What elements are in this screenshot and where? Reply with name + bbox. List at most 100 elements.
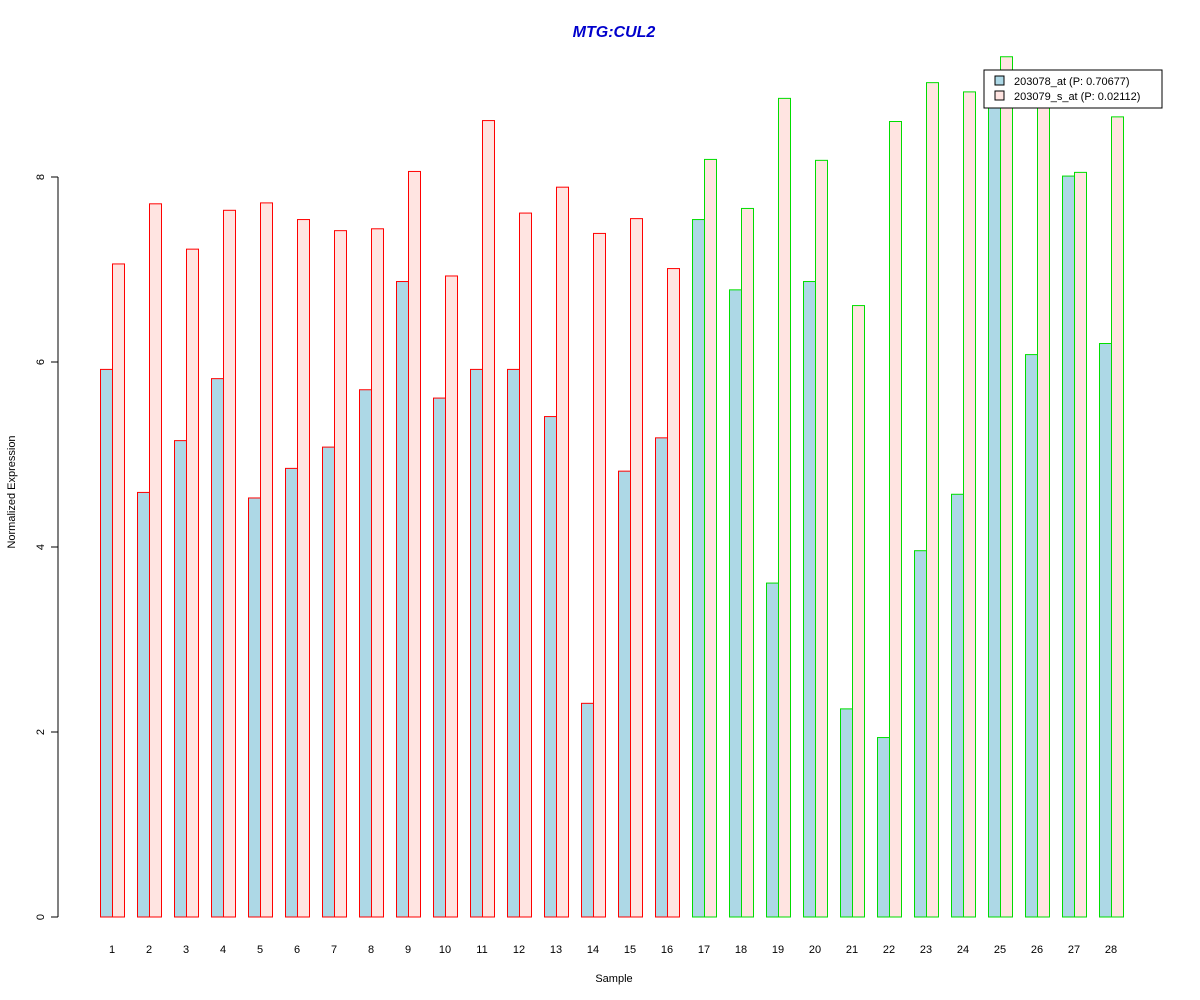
bar-series-1-sample-18 (729, 289, 742, 918)
x-tick-label: 22 (883, 944, 895, 956)
x-tick-labels: 1 2 3 4 5 6 7 8 9 10 11 12 13 14 15 16 17 18 19 20 21 22 23 24 2… (109, 944, 1117, 956)
x-tick-label: 14 (587, 944, 599, 956)
bar-series-1-sample-4 (211, 378, 224, 918)
y-tick-label: 6 (35, 359, 47, 365)
bar-series-1-sample-11 (470, 368, 483, 918)
x-tick-label: 24 (957, 944, 969, 956)
bar-series-2-sample-17 (704, 158, 717, 918)
x-tick-label: 28 (1105, 944, 1117, 956)
chart-title: MTG:CUL2 (573, 24, 656, 41)
bar-series-2-sample-16 (667, 268, 680, 918)
bar-series-1-sample-7 (322, 446, 335, 918)
legend-label-series-2: 203079_s_at (P: 0.02112) (1014, 91, 1140, 103)
bar-series-2-sample-9 (408, 170, 421, 918)
bar-series-1-sample-9 (396, 281, 409, 918)
bar-series-2-sample-28 (1111, 116, 1124, 918)
bar-series-2-sample-11 (482, 120, 495, 918)
y-axis: 0 2 4 6 8 (35, 174, 59, 920)
x-tick-label: 18 (735, 944, 747, 956)
y-tick-label: 4 (35, 544, 47, 550)
x-axis-label: Sample (595, 973, 632, 985)
x-tick-label: 12 (513, 944, 525, 956)
x-tick-label: 8 (368, 944, 374, 956)
x-tick-label: 23 (920, 944, 932, 956)
bar-series-2-sample-20 (815, 159, 828, 918)
bar-series-2-sample-2 (149, 203, 162, 918)
bar-series-2-sample-26 (1037, 102, 1050, 918)
x-tick-label: 2 (146, 944, 152, 956)
bar-series-1-sample-14 (581, 702, 594, 918)
x-tick-label: 15 (624, 944, 636, 956)
x-tick-label: 17 (698, 944, 710, 956)
x-tick-label: 10 (439, 944, 451, 956)
y-tick-label: 0 (35, 914, 47, 920)
bar-series-1-sample-25 (988, 84, 1001, 918)
bar-series-2-sample-12 (519, 212, 532, 918)
bar-series-2-sample-10 (445, 275, 458, 918)
x-tick-label: 11 (476, 944, 487, 956)
bar-series-1-sample-19 (766, 582, 779, 918)
bar-series-1-sample-24 (951, 493, 964, 918)
bar-series-1-sample-21 (840, 708, 853, 918)
x-tick-label: 25 (994, 944, 1006, 956)
bar-series-2-sample-23 (926, 82, 939, 918)
bar-series-1-sample-20 (803, 281, 816, 918)
bar-series-1-sample-15 (618, 470, 631, 918)
bar-series-2-sample-24 (963, 91, 976, 918)
legend: 203078_at (P: 0.70677) 203079_s_at (P: 0… (983, 69, 1163, 109)
bar-series-2-sample-18 (741, 207, 754, 918)
bar-series-2-sample-7 (334, 230, 347, 918)
bar-series-2-sample-3 (186, 248, 199, 918)
y-tick-label: 2 (35, 729, 47, 735)
bar-series-2-sample-15 (630, 218, 643, 918)
bar-series-2-sample-6 (297, 219, 310, 918)
x-tick-label: 27 (1068, 944, 1080, 956)
legend-label-series-1: 203078_at (P: 0.70677) (1014, 76, 1130, 88)
bar-series-1-sample-28 (1099, 343, 1112, 918)
bar-series-2-sample-19 (778, 97, 791, 918)
bar-series-2-sample-13 (556, 186, 569, 918)
x-tick-label: 21 (846, 944, 858, 956)
bar-series-1-sample-6 (285, 467, 298, 918)
x-tick-label: 1 (109, 944, 115, 956)
bar-series-2-sample-21 (852, 305, 865, 918)
x-tick-label: 7 (331, 944, 337, 956)
bar-series-1-sample-1 (100, 368, 113, 918)
x-tick-label: 26 (1031, 944, 1043, 956)
bar-series-1-sample-5 (248, 497, 261, 918)
bar-series-2-sample-22 (889, 121, 902, 918)
bar-series-1-sample-22 (877, 737, 890, 918)
legend-swatch-series-2 (994, 90, 1005, 101)
bar-series-1-sample-23 (914, 550, 927, 918)
bar-series-2-sample-27 (1074, 171, 1087, 918)
x-tick-label: 3 (183, 944, 189, 956)
legend-swatch-series-1 (994, 75, 1005, 86)
bar-series-1-sample-26 (1025, 354, 1038, 918)
bar-series-2-sample-5 (260, 202, 273, 918)
x-tick-label: 9 (405, 944, 411, 956)
bar-series-1-sample-3 (174, 440, 187, 918)
x-tick-label: 16 (661, 944, 673, 956)
bar-series-2-sample-25 (1000, 56, 1013, 918)
bar-series-1-sample-12 (507, 368, 520, 918)
y-axis-label: Normalized Expression (6, 435, 18, 548)
x-tick-label: 20 (809, 944, 821, 956)
bar-series-1-sample-17 (692, 219, 705, 918)
bar-series-1-sample-13 (544, 416, 557, 918)
bar-series-2-sample-8 (371, 228, 384, 918)
bar-series-1-sample-16 (655, 437, 668, 918)
bars-layer (100, 56, 1124, 918)
bar-series-1-sample-27 (1062, 175, 1075, 918)
bar-series-1-sample-2 (137, 491, 150, 918)
x-tick-label: 5 (257, 944, 263, 956)
bar-series-2-sample-14 (593, 232, 606, 918)
bar-series-1-sample-8 (359, 389, 372, 918)
x-tick-label: 6 (294, 944, 300, 956)
y-tick-label: 8 (35, 174, 47, 180)
bar-series-2-sample-4 (223, 209, 236, 918)
x-tick-label: 4 (220, 944, 226, 956)
bar-series-1-sample-10 (433, 397, 446, 918)
legend-box (983, 69, 1163, 109)
x-tick-label: 19 (772, 944, 784, 956)
